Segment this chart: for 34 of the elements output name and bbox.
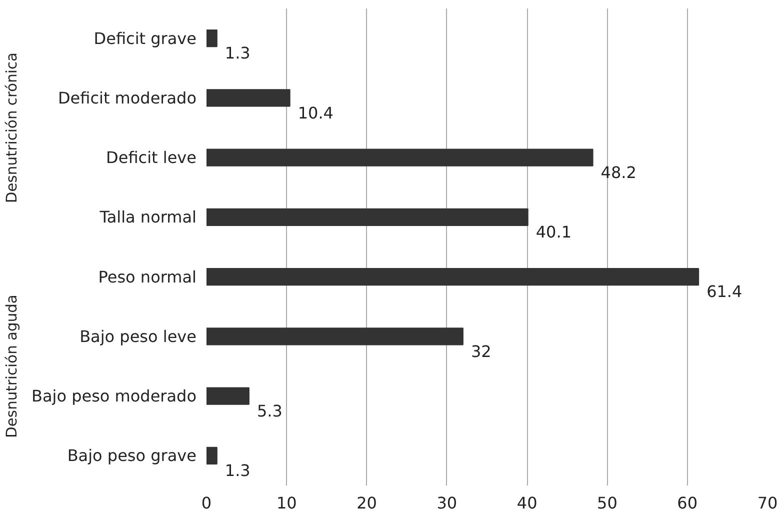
x-tick-label: 70 <box>757 494 778 511</box>
bar <box>206 148 594 166</box>
data-label: 1.3 <box>224 461 250 480</box>
data-label: 32 <box>470 342 492 361</box>
bar <box>206 208 528 226</box>
data-label: 10.4 <box>298 103 334 122</box>
x-tick-label: 0 <box>201 494 212 511</box>
x-tick-label: 30 <box>436 494 458 511</box>
data-label: 40.1 <box>536 222 572 242</box>
bar <box>206 446 218 465</box>
bar <box>206 268 700 286</box>
bar <box>206 29 218 48</box>
x-tick-label: 60 <box>677 494 698 511</box>
y-tick-label: Bajo peso moderado <box>31 386 196 406</box>
y-tick-label: Deficit moderado <box>58 88 196 108</box>
x-tick-label: 10 <box>276 494 297 511</box>
y-tick-label: Talla normal <box>98 208 197 227</box>
y-tick-label: Deficit grave <box>94 28 197 48</box>
data-label: 1.3 <box>224 44 250 63</box>
text: Desnutrición aguda <box>4 294 20 438</box>
x-tick-label: 50 <box>597 494 618 511</box>
y-tick-label: Peso normal <box>98 267 197 286</box>
text: Desnutrición crónica <box>4 52 20 204</box>
x-tick-label: 40 <box>516 494 538 511</box>
data-label: 61.4 <box>706 282 742 302</box>
y-tick-label: Bajo peso leve <box>80 326 197 346</box>
data-label: 48.2 <box>600 162 636 182</box>
bar <box>206 328 464 346</box>
data-label: 5.3 <box>256 401 282 420</box>
bar <box>206 387 250 405</box>
x-tick-label: 20 <box>356 494 377 511</box>
y-tick-label: Deficit leve <box>106 148 197 168</box>
y-tick-label: Bajo peso grave <box>67 446 197 466</box>
bar <box>206 89 290 107</box>
